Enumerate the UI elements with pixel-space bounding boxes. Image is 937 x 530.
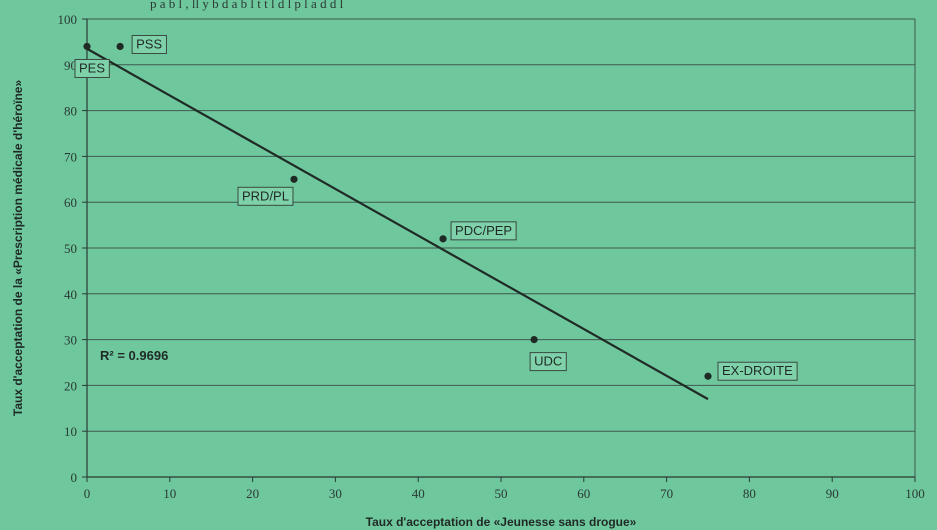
y-tick-label-70: 70	[64, 149, 77, 164]
x-tick-label-40: 40	[412, 486, 425, 501]
x-tick-label-30: 30	[329, 486, 342, 501]
x-tick-label-60: 60	[577, 486, 590, 501]
y-tick-label-60: 60	[64, 195, 77, 210]
point-label-pes: PES	[79, 60, 105, 75]
trend-line	[86, 47, 709, 401]
point-pss	[116, 42, 124, 51]
point-label-pss: PSS	[136, 36, 162, 51]
point-label-box-pss	[131, 34, 167, 54]
x-tick-label-0: 0	[84, 486, 91, 501]
x-tick-label-10: 10	[163, 486, 176, 501]
y-tick-label-30: 30	[64, 333, 77, 348]
y-tick-label-50: 50	[64, 241, 77, 256]
data-points: PES PSS PRD/PL PDC/PEP UDC EX-DROITE	[74, 34, 798, 381]
y-tick-label-20: 20	[64, 378, 77, 393]
top-cropped-text: p a b l , ll y b d a b l t t l d l p l a…	[150, 0, 344, 11]
point-label-pdc-pep: PDC/PEP	[455, 223, 512, 238]
y-tick-label-90: 90	[64, 58, 77, 73]
x-tick-label-80: 80	[743, 486, 756, 501]
point-label-box-pes	[74, 58, 110, 78]
point-pes	[83, 42, 91, 51]
point-label-box-pdc-pep	[450, 221, 517, 241]
y-tick-label-40: 40	[64, 287, 77, 302]
point-prd-pl	[290, 175, 298, 183]
point-label-box-ex-droite	[717, 361, 798, 381]
y-tick-label-10: 10	[64, 424, 77, 439]
point-label-udc: UDC	[534, 354, 562, 369]
y-tick-labels: 0 10 20 30 40 50 60 70 80 90 100	[58, 12, 78, 485]
x-tick-label-100: 100	[905, 486, 925, 501]
point-udc	[530, 336, 538, 344]
r-squared-annotation: R² = 0.9696	[100, 348, 168, 363]
y-tick-label-0: 0	[71, 470, 78, 485]
x-tick-label-70: 70	[660, 486, 673, 501]
x-tick-label-50: 50	[495, 486, 508, 501]
x-tick-labels: 0 10 20 30 40 50 60 70 80 90 100	[84, 486, 925, 501]
x-tick-label-90: 90	[826, 486, 839, 501]
x-axis-title: Taux d'acceptation de «Jeunesse sans dro…	[366, 515, 637, 529]
point-label-box-prd-pl	[237, 186, 294, 206]
point-label-prd-pl: PRD/PL	[242, 188, 289, 203]
y-axis-title: Taux d'acceptation de la «Prescription m…	[11, 80, 25, 417]
point-label-ex-droite: EX-DROITE	[722, 363, 793, 378]
x-tick-label-20: 20	[246, 486, 259, 501]
grid-lines	[87, 18, 916, 478]
y-tick-label-100: 100	[58, 12, 78, 27]
y-tick-label-80: 80	[64, 104, 77, 119]
point-ex-droite	[704, 372, 712, 380]
point-pdc-pep	[439, 235, 447, 243]
axes	[82, 18, 916, 482]
point-label-box-udc	[529, 352, 567, 372]
